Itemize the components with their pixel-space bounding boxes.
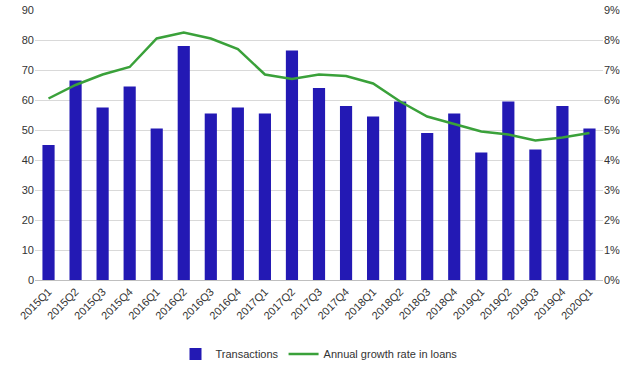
svg-text:80: 80 [22,34,34,46]
svg-text:2019Q4: 2019Q4 [532,286,568,322]
svg-text:2%: 2% [604,214,620,226]
svg-text:2018Q2: 2018Q2 [369,286,405,322]
svg-text:70: 70 [22,64,34,76]
svg-text:2016Q3: 2016Q3 [180,286,216,322]
svg-text:2018Q4: 2018Q4 [423,286,459,322]
svg-text:2015Q3: 2015Q3 [72,286,108,322]
svg-text:50: 50 [22,124,34,136]
svg-text:2017Q2: 2017Q2 [261,286,297,322]
svg-text:4%: 4% [604,154,620,166]
svg-text:90: 90 [22,4,34,16]
svg-text:2017Q4: 2017Q4 [315,286,351,322]
svg-text:2018Q3: 2018Q3 [396,286,432,322]
svg-text:2018Q1: 2018Q1 [342,286,378,322]
svg-text:60: 60 [22,94,34,106]
svg-text:0%: 0% [604,274,620,286]
svg-text:8%: 8% [604,34,620,46]
svg-text:2016Q2: 2016Q2 [153,286,189,322]
svg-text:2019Q1: 2019Q1 [450,286,486,322]
svg-text:1%: 1% [604,244,620,256]
svg-text:5%: 5% [604,124,620,136]
svg-text:0: 0 [28,274,34,286]
svg-text:2016Q4: 2016Q4 [207,286,243,322]
svg-text:9%: 9% [604,4,620,16]
svg-text:2015Q2: 2015Q2 [45,286,81,322]
svg-text:Annual growth rate in loans: Annual growth rate in loans [324,348,458,360]
svg-text:40: 40 [22,154,34,166]
svg-text:3%: 3% [604,184,620,196]
svg-text:2015Q1: 2015Q1 [18,286,54,322]
svg-text:Transactions: Transactions [216,348,279,360]
svg-text:20: 20 [22,214,34,226]
svg-text:2017Q1: 2017Q1 [234,286,270,322]
svg-text:2019Q2: 2019Q2 [477,286,513,322]
svg-text:2016Q1: 2016Q1 [126,286,162,322]
svg-text:2017Q3: 2017Q3 [288,286,324,322]
svg-text:6%: 6% [604,94,620,106]
svg-text:10: 10 [22,244,34,256]
svg-text:30: 30 [22,184,34,196]
svg-text:2015Q4: 2015Q4 [99,286,135,322]
svg-text:2020Q1: 2020Q1 [559,286,595,322]
svg-text:7%: 7% [604,64,620,76]
svg-text:2019Q3: 2019Q3 [505,286,541,322]
